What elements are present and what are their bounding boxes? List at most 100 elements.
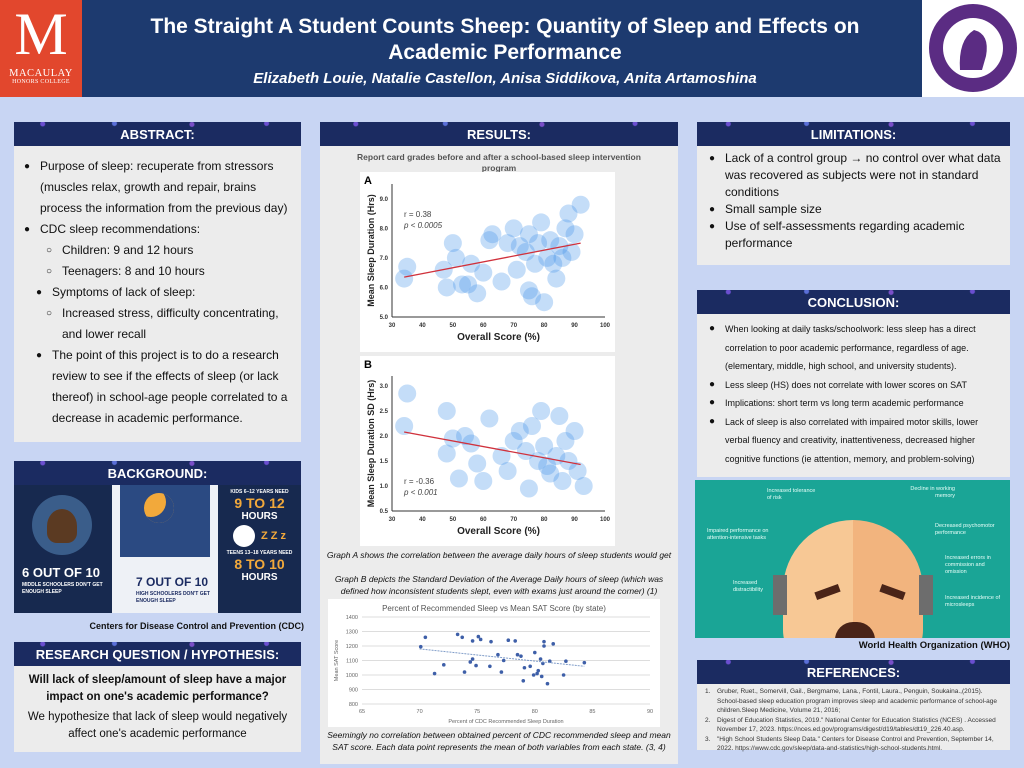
data-point <box>542 644 546 648</box>
x-tick-label: 85 <box>589 709 595 715</box>
data-point <box>496 652 500 657</box>
stat-middle-sub: MIDDLE SCHOOLERS DON'T GET ENOUGH SLEEP <box>22 582 103 595</box>
data-point <box>513 639 518 643</box>
data-point <box>423 635 428 640</box>
data-point <box>498 234 517 253</box>
x-tick-label: 60 <box>480 517 487 523</box>
data-point <box>519 225 538 244</box>
data-point <box>535 293 554 312</box>
data-point <box>565 422 584 440</box>
data-point <box>547 269 566 288</box>
data-point <box>456 427 475 445</box>
cdc-caption: Centers for Disease Control and Preventi… <box>89 621 304 631</box>
who-label: Decreased psychomotor performance <box>935 523 995 536</box>
data-point <box>538 248 557 267</box>
y-tick-label: 3.0 <box>380 384 389 390</box>
p-annotation: p < 0.001 <box>403 488 438 497</box>
data-point <box>550 407 569 425</box>
data-point <box>452 275 471 294</box>
data-point <box>395 269 414 288</box>
data-point <box>470 657 475 661</box>
y-tick-label: 1300 <box>346 630 358 636</box>
face-illustration <box>783 520 923 638</box>
results-panel: Report card grades before and after a sc… <box>320 146 678 764</box>
who-label: Increased incidence of microsleeps <box>945 595 1001 608</box>
data-point <box>480 409 499 428</box>
x-tick-label: 60 <box>480 323 487 329</box>
data-point <box>559 452 578 470</box>
data-point <box>526 254 545 273</box>
data-point <box>437 444 456 463</box>
poster-header: M MACAULAY HONORS COLLEGE The Straight A… <box>0 0 1024 97</box>
data-point <box>504 432 523 450</box>
list-item: Children: 9 and 12 hours <box>20 240 293 261</box>
data-point <box>529 452 548 470</box>
data-point <box>483 225 502 244</box>
abstract-panel: Purpose of sleep: recuperate from stress… <box>14 146 301 442</box>
r-annotation: r = -0.36 <box>404 477 435 486</box>
x-tick-label: 100 <box>600 323 611 329</box>
data-point <box>474 663 478 668</box>
y-tick-label: 900 <box>349 688 358 694</box>
data-point <box>582 660 587 665</box>
x-axis-label: Percent of CDC Recommended Sleep Duratio… <box>448 719 563 725</box>
data-point <box>398 384 417 403</box>
stat-middle: 6 OUT OF 10 <box>22 565 101 580</box>
data-point <box>522 417 541 435</box>
x-tick-label: 90 <box>571 323 578 329</box>
data-point <box>528 664 532 669</box>
data-point <box>441 663 446 667</box>
panel-label: B <box>364 359 372 371</box>
chart-title: Percent of Recommended Sleep vs Mean SAT… <box>382 604 606 613</box>
conclusion-panel: When looking at daily tasks/schoolwork: … <box>697 314 1010 477</box>
data-point <box>521 679 526 683</box>
data-point <box>478 637 483 642</box>
x-tick-label: 30 <box>389 517 396 523</box>
graph-a: A 30 40 50 60 70 80 90 100 5.0 6.0 7.0 8.0 9.0 Overall… <box>360 172 615 352</box>
teens-label: TEENS 13–18 YEARS NEED <box>226 550 293 556</box>
results-header: RESULTS: <box>320 122 678 146</box>
hunter-logo <box>922 0 1024 97</box>
references-panel: Gruber, Ruet., Somervill, Gail., Bergmam… <box>697 684 1010 752</box>
list-item: Lack of sleep is also correlated with im… <box>705 413 1002 469</box>
data-point <box>498 462 517 480</box>
r-annotation: r = 0.38 <box>404 210 432 219</box>
data-point <box>519 479 538 498</box>
data-point <box>459 275 478 294</box>
graph-b: B 30 40 50 60 70 80 90 100 0.5 1.0 1.5 2.0 2.5 3.0 Over… <box>360 356 615 546</box>
teens-hours: 8 TO 10 <box>234 556 285 572</box>
list-item: Increased stress, difficulty concentrati… <box>20 303 293 345</box>
trendline <box>404 242 581 278</box>
data-point <box>437 278 456 297</box>
data-point <box>542 639 546 644</box>
data-point <box>531 673 536 677</box>
y-tick-label: 1400 <box>346 615 358 621</box>
y-tick-label: 2.0 <box>380 434 389 440</box>
data-point <box>516 242 535 261</box>
y-tick-label: 7.0 <box>380 256 389 262</box>
teens-hours-unit: HOURS <box>241 572 278 583</box>
cdc-infographic: 6 OUT OF 10 MIDDLE SCHOOLERS DON'T GET E… <box>14 485 301 613</box>
y-tick-label: 5.0 <box>380 315 389 321</box>
who-caption: World Health Organization (WHO) <box>858 640 1010 651</box>
x-tick-label: 70 <box>510 323 517 329</box>
x-tick-label: 30 <box>389 323 396 329</box>
list-item: Purpose of sleep: recuperate from stress… <box>20 156 293 219</box>
data-point <box>553 472 572 490</box>
who-label: Increased errors in commission and omiss… <box>945 555 991 575</box>
hypothesis: We hypothesize that lack of sleep would … <box>27 711 288 740</box>
logo-letter: M <box>14 1 68 67</box>
data-point <box>568 462 587 480</box>
research-panel: Will lack of sleep/amount of sleep have … <box>14 666 301 752</box>
who-label: Decline in working memory <box>910 486 955 499</box>
y-axis-label: Mean SAT Score <box>334 640 340 681</box>
data-point <box>443 429 462 448</box>
x-tick-label: 75 <box>474 709 480 715</box>
list-item: Use of self-assessments regarding academ… <box>705 218 1002 252</box>
y-tick-label: 1100 <box>346 659 358 665</box>
list-item: Digest of Education Statistics, 2019." N… <box>703 716 1004 735</box>
data-point <box>565 225 584 244</box>
kids-hours: 9 TO 12 <box>234 495 285 511</box>
data-point <box>522 287 541 306</box>
y-tick-label: 6.0 <box>380 285 389 291</box>
